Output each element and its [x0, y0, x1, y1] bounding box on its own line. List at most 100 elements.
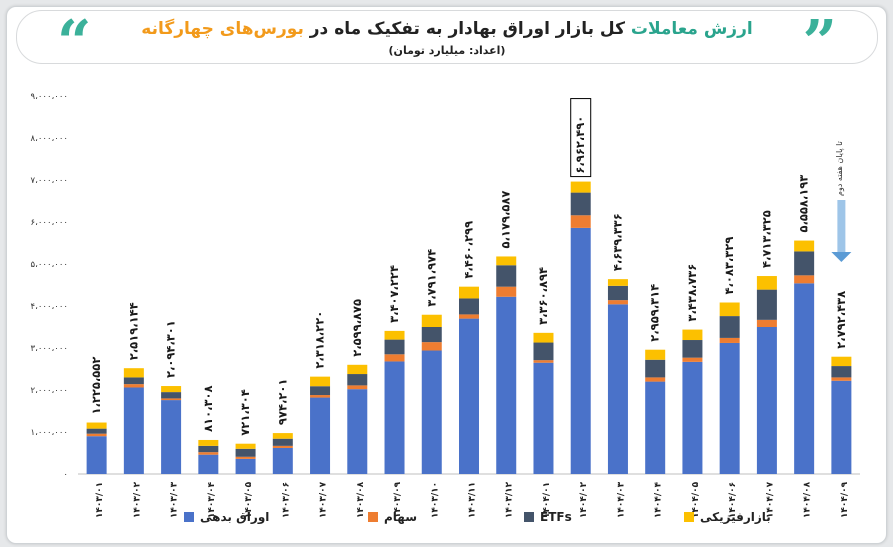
legend-item-physical: بازارفیزیکی	[684, 510, 771, 524]
bar-segment-stocks	[161, 398, 182, 401]
bar-segment-stocks	[794, 275, 815, 284]
bar-segment-bonds	[347, 389, 368, 474]
y-tick-label: ۰	[63, 470, 68, 480]
bar-segment-stocks	[682, 357, 703, 362]
bar-segment-stocks	[235, 456, 256, 459]
data-label: ۴،۰۸۳،۳۲۹	[722, 237, 736, 295]
x-tick-label: ۱۴۰۴/۰۴	[654, 481, 664, 518]
y-tick-label: ۷،۰۰۰،۰۰۰	[31, 176, 68, 186]
data-label: ۳،۴۰۷،۲۲۴	[387, 265, 401, 323]
x-tick-label: ۱۴۰۳/۱۰	[430, 482, 440, 518]
bar-segment-physical	[198, 439, 219, 446]
bar-segment-stocks	[310, 395, 331, 398]
bar-segment-etfs	[496, 265, 517, 287]
data-label: ۱،۲۲۵،۵۵۲	[89, 357, 103, 415]
bar-segment-bonds	[533, 362, 554, 474]
bar-segment-bonds	[310, 397, 331, 474]
data-label: ۴،۴۶۰،۲۹۹	[462, 221, 476, 279]
y-tick-label: ۱،۰۰۰،۰۰۰	[31, 428, 68, 438]
bar-segment-physical	[310, 376, 331, 387]
data-label: ۴،۷۱۳،۳۲۵	[759, 210, 773, 268]
data-label: ۲،۵۹۹،۸۷۵	[350, 299, 364, 357]
bar-segment-stocks	[719, 337, 740, 343]
bar-segment-stocks	[645, 377, 666, 382]
bar-segment-physical	[831, 356, 852, 367]
x-tick-label: ۱۴۰۳/۰۳	[170, 481, 180, 518]
bar-segment-stocks	[756, 319, 777, 327]
bar-segment-bonds	[86, 436, 107, 474]
bar-segment-etfs	[235, 448, 256, 457]
bar-segment-etfs	[794, 251, 815, 276]
bar-segment-bonds	[794, 283, 815, 474]
bar-segment-etfs	[645, 359, 666, 378]
bar-segment-etfs	[719, 316, 740, 338]
x-tick-label: ۱۴۰۳/۰۸	[356, 481, 366, 518]
bar-segment-physical	[756, 276, 777, 290]
bar-segment-bonds	[384, 361, 405, 474]
x-tick-label: ۱۴۰۴/۰۳	[616, 481, 626, 518]
bar-segment-physical	[86, 422, 107, 429]
legend-item-bonds: اوراق بدهی	[184, 510, 269, 524]
bar-segment-etfs	[384, 339, 405, 355]
data-label: ۲،۹۵۹،۳۱۴	[648, 284, 662, 342]
bar-segment-bonds	[161, 400, 182, 474]
x-tick-label: ۱۴۰۴/۰۵	[691, 481, 701, 518]
bar-segment-physical	[570, 181, 591, 193]
x-tick-label: ۱۴۰۳/۰۹	[393, 481, 403, 518]
legend-item-stocks: سهام	[368, 510, 417, 524]
legend-label-stocks: سهام	[384, 510, 418, 524]
bar-segment-physical	[719, 302, 740, 317]
x-tick-label: ۱۴۰۳/۱۲	[505, 481, 515, 518]
bar-segment-physical	[459, 286, 479, 299]
y-tick-label: ۲،۰۰۰،۰۰۰	[31, 386, 68, 396]
chart-header: “ ” ارزش معاملات کل بازار اوراق بهادار ب…	[16, 10, 878, 73]
bar-segment-stocks	[607, 300, 628, 305]
bar-segment-stocks	[533, 360, 554, 363]
x-tick-label: ۱۴۰۳/۰۷	[319, 481, 329, 518]
data-label: ۶،۹۶۲،۴۹۰	[573, 116, 587, 174]
legend-label-etfs: ETFs	[540, 510, 572, 524]
x-tick-label: ۱۴۰۳/۰۲	[132, 481, 142, 518]
legend-swatch-stocks	[368, 512, 378, 522]
bar-segment-etfs	[831, 366, 852, 378]
bar-segment-etfs	[607, 285, 628, 301]
legend-swatch-physical	[684, 512, 694, 522]
bar-segment-bonds	[496, 296, 517, 474]
bar-segment-stocks	[123, 384, 144, 388]
y-tick-label: ۴،۰۰۰،۰۰۰	[31, 302, 68, 312]
quote-icon-right: ”	[802, 8, 837, 78]
bar-segment-etfs	[310, 386, 331, 396]
bar-segment-physical	[384, 330, 405, 340]
bar-segment-bonds	[645, 381, 666, 474]
bar-segment-physical	[496, 256, 517, 266]
bar-segment-bonds	[235, 458, 256, 474]
y-tick-label: ۶،۰۰۰،۰۰۰	[31, 218, 68, 228]
x-tick-label: ۱۴۰۴/۰۱	[542, 482, 552, 518]
x-tick-label: ۱۴۰۴/۰۹	[840, 481, 850, 518]
bar-segment-etfs	[272, 438, 293, 446]
data-label: ۸۱۰،۳۰۸	[201, 385, 215, 431]
bar-segment-physical	[347, 364, 368, 375]
chart-panel	[6, 6, 887, 544]
title-part-2: کل بازار اوراق بهادار به تفکیک ماه در	[309, 19, 625, 39]
bar-segment-etfs	[198, 445, 219, 453]
bar-segment-etfs	[682, 340, 703, 358]
bar-segment-bonds	[570, 227, 591, 474]
quote-icon-left: “	[57, 8, 92, 78]
data-label: ۷۲۱،۳۰۴	[238, 389, 252, 435]
annotation-text: تا پایان هفته دوم	[835, 141, 844, 196]
bar-segment-physical	[607, 279, 628, 286]
bar-segment-bonds	[831, 380, 852, 474]
chart-subtitle: (اعداد: میلیارد تومان)	[388, 44, 506, 57]
y-tick-label: ۸،۰۰۰،۰۰۰	[31, 134, 68, 144]
annotation-arrow-shaft	[837, 200, 846, 252]
bar-segment-etfs	[123, 377, 144, 385]
data-label: ۲،۳۱۸،۲۲۰	[313, 311, 327, 369]
bar-segment-etfs	[570, 192, 591, 216]
legend-swatch-bonds	[184, 512, 194, 522]
x-tick-label: ۱۴۰۳/۰۶	[281, 482, 291, 518]
legend-label-bonds: اوراق بدهی	[200, 510, 270, 524]
data-label: ۹۷۴،۲۰۱	[275, 379, 289, 425]
bar-segment-physical	[533, 332, 554, 343]
